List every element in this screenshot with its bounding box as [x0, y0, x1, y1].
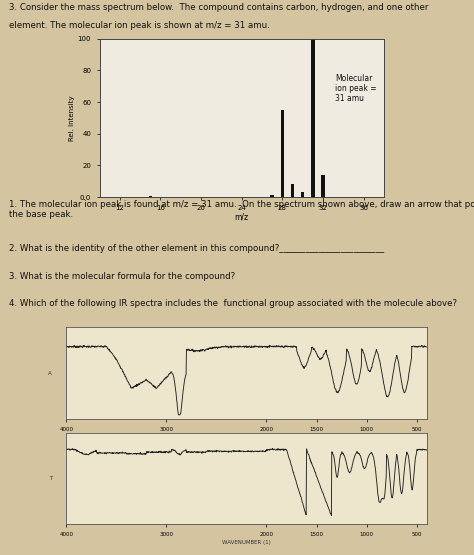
Text: 3. What is the molecular formula for the compound?: 3. What is the molecular formula for the…: [9, 272, 236, 281]
Text: 2. What is the identity of the other element in this compound?__________________: 2. What is the identity of the other ele…: [9, 244, 385, 253]
Bar: [271, 195, 274, 197]
X-axis label: WAVENUMBER (1): WAVENUMBER (1): [222, 540, 271, 545]
Text: 1. The molecular ion peak is found at m/z = 31 amu.  On the spectrum shown above: 1. The molecular ion peak is found at m/…: [9, 200, 474, 219]
Bar: [301, 192, 304, 197]
Bar: [321, 175, 325, 197]
Text: T: T: [49, 476, 52, 481]
Bar: [291, 184, 294, 197]
Text: 3. Consider the mass spectrum below.  The compound contains carbon, hydrogen, an: 3. Consider the mass spectrum below. The…: [9, 3, 429, 12]
Text: Molecular
ion peak =
31 amu: Molecular ion peak = 31 amu: [335, 74, 377, 103]
Text: element. The molecular ion peak is shown at m/z = 31 amu.: element. The molecular ion peak is shown…: [9, 21, 270, 30]
Bar: [281, 110, 284, 197]
X-axis label: m/z: m/z: [235, 213, 249, 222]
Text: A: A: [48, 371, 52, 376]
Bar: [311, 39, 315, 197]
Y-axis label: Rel. Intensity: Rel. Intensity: [69, 95, 75, 141]
Text: 4. Which of the following IR spectra includes the  functional group associated w: 4. Which of the following IR spectra inc…: [9, 299, 457, 308]
Bar: [148, 196, 152, 197]
